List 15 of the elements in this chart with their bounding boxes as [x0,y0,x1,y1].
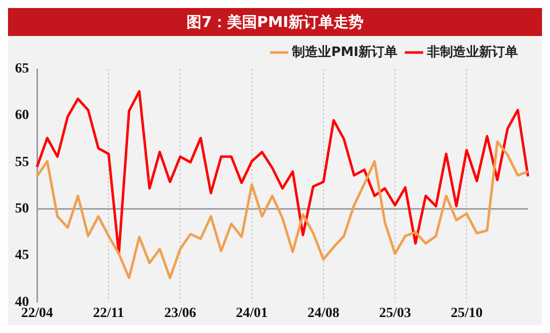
x-tick-label: 24/08 [307,306,340,322]
y-tick-label: 60 [15,108,29,124]
legend-label: 制造业PMI新订单 [291,44,398,60]
x-tick-label: 24/01 [236,306,268,322]
y-tick-label: 45 [15,248,29,264]
x-tick-label: 25/10 [450,306,483,322]
x-tick-label: 25/03 [379,306,411,322]
y-tick-label: 55 [15,154,29,170]
y-tick-label: 50 [15,202,29,217]
chart-title: 图7：美国PMI新订单走势 [8,8,542,36]
x-tick-label: 23/06 [164,306,196,322]
x-tick-label: 22/04 [21,306,53,322]
x-tick-label: 22/11 [93,306,124,322]
y-tick-label: 65 [15,62,29,77]
legend-label: 非制造业新订单 [426,44,518,60]
